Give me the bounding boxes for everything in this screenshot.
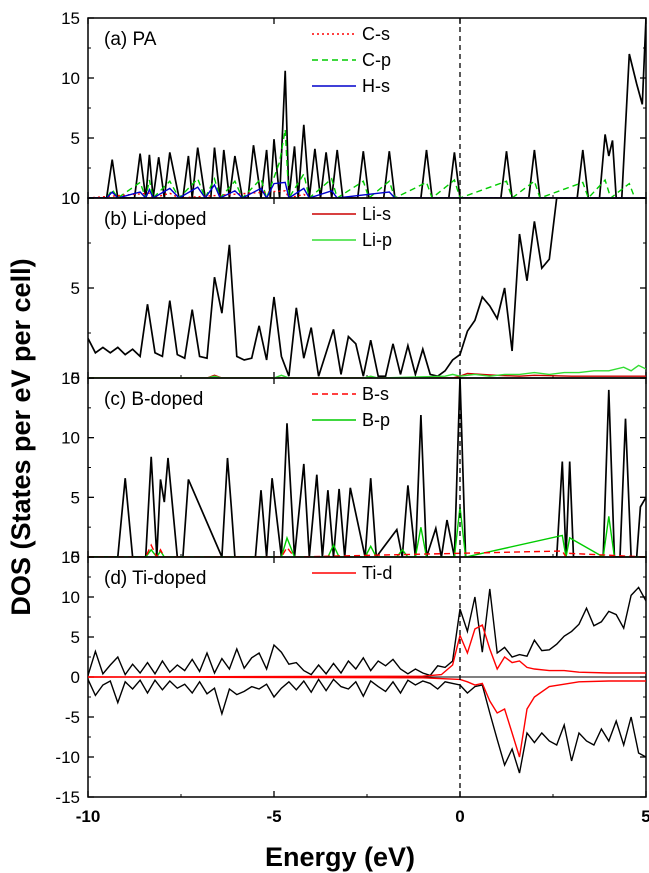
series-line-h-s	[88, 181, 646, 198]
y-tick-label: 10	[61, 69, 80, 88]
y-tick-label: 0	[71, 189, 80, 208]
plot-area	[88, 586, 646, 774]
series-line-ti-d	[88, 623, 646, 678]
y-tick-label: 15	[61, 369, 80, 388]
legend-label: B-p	[362, 410, 390, 430]
panel-title: (a) PA	[104, 29, 157, 50]
series-line-c-p	[88, 129, 646, 198]
x-tick-label: 0	[455, 807, 464, 826]
panel-b: 10 5 0 (b) Li-doped Li-s Li-p	[61, 189, 647, 388]
x-tick-label: 5	[641, 807, 649, 826]
y-tick-label: 15	[61, 9, 80, 28]
total-dos-line	[88, 198, 646, 378]
y-tick-label: 5	[71, 488, 80, 507]
legend-label: C-s	[362, 24, 390, 44]
x-axis-label: Energy (eV)	[265, 842, 415, 872]
y-tick-label: 0	[71, 369, 80, 388]
y-tick-label: 0	[71, 668, 80, 687]
y-tick-label: 0	[71, 548, 80, 567]
series-line-li-p	[88, 364, 646, 378]
legend-label: Li-p	[362, 230, 392, 250]
plot-area	[88, 378, 646, 557]
legend-label: C-p	[362, 50, 391, 70]
legend-label: Ti-d	[362, 563, 392, 583]
plot-area	[88, 18, 646, 198]
panel-d: 15 10 5 0 -5 -10 -15 (d) Ti-doped Ti-d	[55, 548, 647, 807]
panel-frame	[87, 17, 647, 199]
y-tick-label: -15	[55, 788, 80, 807]
legend-label: B-s	[362, 384, 389, 404]
panel-c: 15 10 5 0 (c) B-doped B-s B-p	[61, 369, 647, 567]
y-tick-label: 5	[71, 628, 80, 647]
panel-a: 15 10 5 0 (a) PA C-s C-p H-s	[61, 9, 647, 208]
panel-title: (b) Li-doped	[104, 209, 206, 230]
x-tick-label: -10	[76, 807, 101, 826]
legend-label: H-s	[362, 76, 390, 96]
y-tick-label: 10	[61, 588, 80, 607]
y-tick-label: -10	[55, 748, 80, 767]
y-tick-label: 10	[61, 429, 80, 448]
total-dos-line	[88, 378, 646, 557]
y-tick-label: 10	[61, 189, 80, 208]
legend-label: Li-s	[362, 204, 391, 224]
total-dos-line	[88, 18, 646, 198]
y-tick-label: 5	[71, 129, 80, 148]
y-tick-label: 15	[61, 548, 80, 567]
y-tick-label: 5	[71, 279, 80, 298]
series-line-b-s	[88, 543, 646, 557]
x-axis: -10 -5 0 5	[76, 807, 649, 826]
y-axis-label: DOS (States per eV per cell)	[6, 258, 36, 615]
total-dos-up-line	[88, 586, 646, 677]
panel-title: (c) B-doped	[104, 389, 203, 410]
y-tick-label: -5	[65, 708, 80, 727]
plot-area	[88, 198, 646, 378]
series-line-ti-d-spin-down-	[88, 676, 646, 758]
total-dos-down-line	[88, 678, 646, 774]
panel-title: (d) Ti-doped	[104, 568, 206, 589]
x-tick-label: -5	[266, 807, 281, 826]
